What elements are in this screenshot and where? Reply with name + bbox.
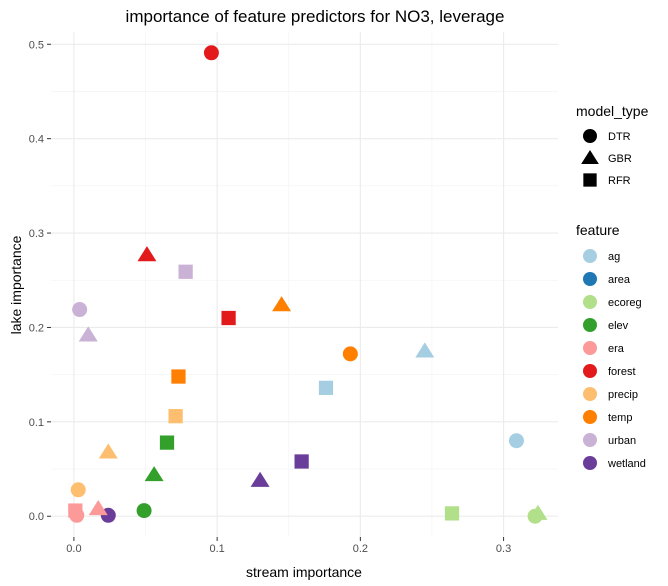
legend-key-wetland — [583, 456, 597, 470]
point-urban-rfr — [178, 264, 193, 279]
point-ecoreg-gbr — [528, 504, 548, 520]
point-elev-gbr — [144, 466, 164, 482]
legend-label-forest: forest — [608, 366, 636, 378]
legend-key-forest — [583, 364, 597, 378]
legend-label-wetland: wetland — [607, 458, 646, 470]
point-era-gbr — [88, 500, 108, 516]
y-tick-label: 0.2 — [29, 322, 44, 334]
point-forest-rfr — [221, 310, 236, 326]
legend-key-dtr — [583, 129, 597, 143]
legend-label-elev: elev — [608, 320, 629, 332]
grid-minor — [51, 32, 558, 537]
grid-major — [51, 32, 558, 537]
y-tick-label: 0.4 — [29, 134, 44, 146]
y-tick-label: 0.0 — [29, 511, 44, 523]
point-forest-gbr — [137, 246, 157, 262]
point-temp-rfr — [171, 369, 186, 384]
legend-key-era — [583, 341, 597, 355]
legend-feature-title: feature — [576, 222, 620, 238]
legend-key-urban — [583, 433, 597, 447]
point-precip-gbr — [98, 443, 118, 459]
x-tick-label: 0.1 — [209, 543, 224, 555]
point-urban-gbr — [78, 326, 98, 342]
point-precip-rfr — [168, 409, 183, 424]
legend-label-dtr: DTR — [608, 131, 631, 143]
point-elev-dtr — [136, 503, 152, 519]
legend-key-elev — [583, 318, 597, 332]
legend-key-rfr — [583, 173, 597, 187]
point-ecoreg-rfr — [444, 506, 460, 521]
point-temp-dtr — [342, 346, 358, 362]
point-era-rfr — [68, 503, 83, 518]
legend-label-urban: urban — [608, 435, 636, 447]
x-axis: 0.0 0.1 0.2 0.3 — [66, 537, 511, 555]
legend-model-type: model_type DTR GBR RFR — [576, 103, 649, 187]
legend-label-era: era — [608, 343, 625, 355]
point-urban-dtr — [72, 302, 88, 318]
legend-label-gbr: GBR — [608, 153, 632, 165]
plot-panel — [51, 32, 558, 537]
legend-key-ag — [583, 249, 597, 263]
y-axis: 0.0 0.1 0.2 0.3 0.4 0.5 — [29, 39, 51, 523]
y-tick-label: 0.3 — [29, 228, 44, 240]
point-precip-dtr — [70, 482, 86, 498]
legend-key-gbr — [581, 149, 599, 165]
point-ag-rfr — [318, 380, 334, 395]
legend-key-ecoreg — [583, 295, 597, 309]
legend-key-temp — [583, 410, 597, 424]
y-tick-label: 0.1 — [29, 417, 44, 429]
legend-label-rfr: RFR — [608, 175, 631, 187]
legend-feature: feature ag area ecoreg elev era forest precip te… — [576, 222, 646, 470]
legend-label-ag: ag — [608, 251, 620, 263]
y-axis-title: lake importance — [8, 235, 24, 334]
x-tick-label: 0.3 — [496, 543, 511, 555]
point-ag-dtr — [508, 433, 524, 449]
point-elev-rfr — [159, 435, 175, 450]
point-wetland-gbr — [250, 471, 270, 487]
legend-key-precip — [583, 387, 597, 401]
x-tick-label: 0.0 — [66, 543, 81, 555]
chart-title: importance of feature predictors for NO3… — [126, 7, 505, 26]
x-tick-label: 0.2 — [353, 543, 368, 555]
legend-label-area: area — [608, 274, 631, 286]
legend-label-precip: precip — [608, 389, 638, 401]
legend-label-temp: temp — [608, 412, 632, 424]
y-tick-label: 0.5 — [29, 39, 44, 51]
legend-key-area — [583, 272, 597, 286]
point-temp-gbr — [272, 296, 292, 312]
legend-label-ecoreg: ecoreg — [608, 297, 642, 309]
point-wetland-rfr — [294, 454, 309, 469]
point-forest-dtr — [203, 45, 219, 61]
x-axis-title: stream importance — [246, 564, 362, 580]
data-points — [68, 45, 548, 524]
legend-model-type-title: model_type — [576, 103, 649, 119]
point-ag-gbr — [415, 342, 435, 358]
